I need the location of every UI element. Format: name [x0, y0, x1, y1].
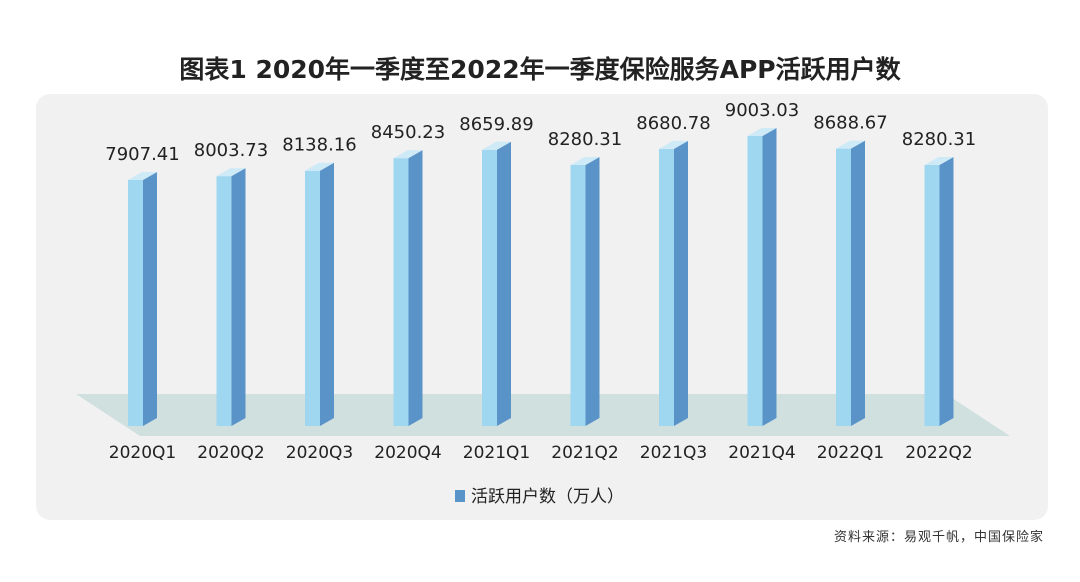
legend-label: 活跃用户数（万人） [471, 487, 624, 507]
value-label-2022Q1: 8688.67 [813, 113, 887, 134]
x-tick-2021Q4: 2021Q4 [728, 443, 795, 463]
bar-2022Q1 [836, 140, 865, 426]
chart-panel [36, 94, 1048, 520]
bar-2021Q4 [747, 127, 777, 427]
value-label-2020Q3: 8138.16 [282, 135, 356, 156]
legend-swatch [455, 490, 465, 502]
value-label-2022Q2: 8280.31 [902, 129, 976, 150]
x-tick-2020Q1: 2020Q1 [109, 443, 176, 463]
bar-2020Q1 [128, 172, 157, 426]
x-tick-2020Q4: 2020Q4 [374, 443, 441, 463]
value-label-2021Q1: 8659.89 [459, 114, 533, 135]
chart-floor [76, 394, 1010, 436]
bar-2020Q3 [305, 162, 334, 426]
value-label-2021Q3: 8680.78 [636, 113, 710, 134]
value-label-2021Q2: 8280.31 [548, 129, 622, 150]
bar-2021Q2 [570, 157, 600, 427]
bar-2020Q2 [216, 168, 246, 426]
x-tick-2022Q1: 2022Q1 [817, 443, 884, 463]
value-label-2020Q4: 8450.23 [371, 122, 445, 143]
bar-2020Q4 [393, 150, 423, 426]
value-label-2021Q4: 9003.03 [725, 100, 799, 121]
bar-2022Q2 [924, 157, 954, 427]
bar-2021Q3 [659, 140, 688, 426]
x-tick-2020Q3: 2020Q3 [286, 443, 353, 463]
chart-title: 图表1 2020年一季度至2022年一季度保险服务APP活跃用户数 [179, 55, 901, 84]
x-tick-2020Q2: 2020Q2 [197, 443, 264, 463]
value-label-2020Q2: 8003.73 [194, 140, 268, 161]
x-tick-2021Q1: 2021Q1 [463, 443, 530, 463]
source-note: 资料来源：易观千帆，中国保险家 [833, 530, 1044, 545]
x-tick-2022Q2: 2022Q2 [905, 443, 972, 463]
bar-2021Q1 [482, 141, 511, 426]
value-label-2020Q1: 7907.41 [105, 144, 179, 165]
x-tick-2021Q2: 2021Q2 [551, 443, 618, 463]
x-tick-2021Q3: 2021Q3 [640, 443, 707, 463]
